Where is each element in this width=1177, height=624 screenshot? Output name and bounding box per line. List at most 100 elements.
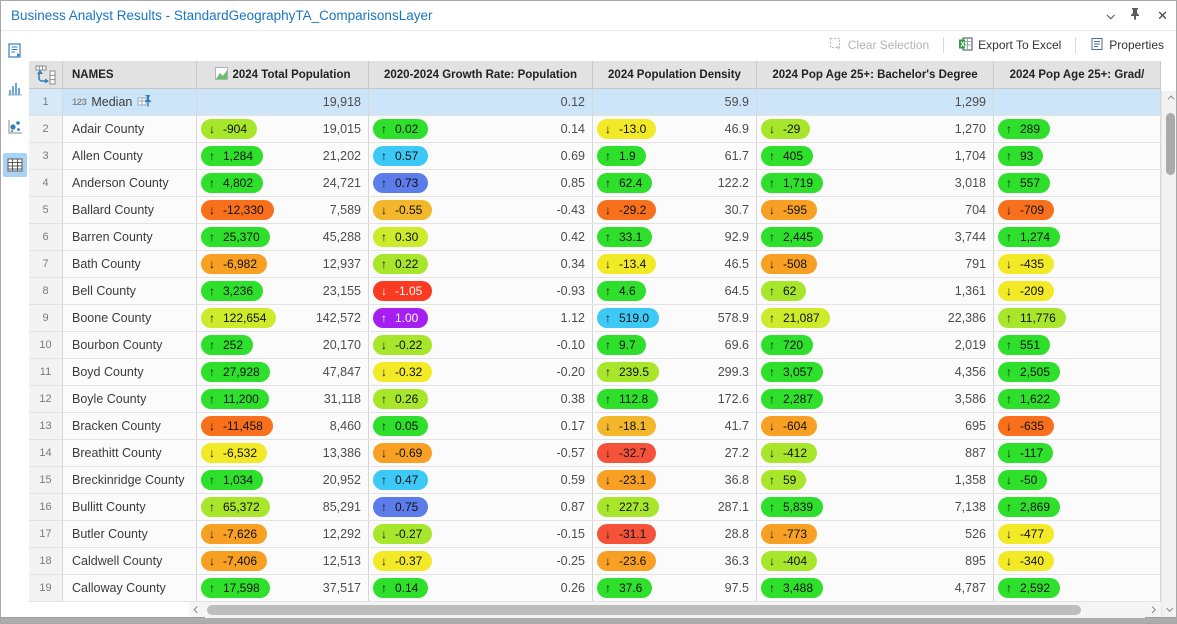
data-cell[interactable]: ↓ -904 19,015 xyxy=(197,116,369,142)
data-cell[interactable]: ↑ 3,488 4,787 xyxy=(757,575,994,601)
county-name-cell[interactable]: Ballard County xyxy=(63,197,197,223)
row-number[interactable]: 14 xyxy=(29,440,63,466)
data-cell[interactable]: ↓ -12,330 7,589 xyxy=(197,197,369,223)
data-cell[interactable]: ↑ 0.14 0.26 xyxy=(369,575,593,601)
data-cell[interactable]: ↑ 27,928 47,847 xyxy=(197,359,369,385)
table-row[interactable]: 17 Butler County ↓ -7,626 12,292 ↓ -0.27 -0.15 ↓… xyxy=(29,521,1161,548)
data-cell[interactable]: ↓ -50 xyxy=(994,467,1161,493)
county-name-cell[interactable]: Butler County xyxy=(63,521,197,547)
data-cell[interactable]: 59.9 xyxy=(593,89,757,115)
data-cell[interactable] xyxy=(994,89,1161,115)
row-number[interactable]: 2 xyxy=(29,116,63,142)
table-row[interactable]: 2 Adair County ↓ -904 19,015 ↑ 0.02 0.14 ↓ -13.0 4… xyxy=(29,116,1161,143)
data-cell[interactable]: ↑ 93 xyxy=(994,143,1161,169)
data-cell[interactable]: ↑ 720 2,019 xyxy=(757,332,994,358)
row-number[interactable]: 13 xyxy=(29,413,63,439)
county-name-cell[interactable]: Boone County xyxy=(63,305,197,331)
table-row[interactable]: 19 Calloway County ↑ 17,598 37,517 ↑ 0.14 0.26 ↑… xyxy=(29,575,1161,602)
county-name-cell[interactable]: Barren County xyxy=(63,224,197,250)
data-cell[interactable]: ↑ 2,445 3,744 xyxy=(757,224,994,250)
scatter-plot-view-icon[interactable] xyxy=(3,115,27,139)
data-cell[interactable]: ↓ -6,982 12,937 xyxy=(197,251,369,277)
data-cell[interactable]: ↑ 17,598 37,517 xyxy=(197,575,369,601)
data-cell[interactable]: ↓ -23.1 36.8 xyxy=(593,467,757,493)
data-cell[interactable]: ↓ -508 791 xyxy=(757,251,994,277)
data-cell[interactable]: ↑ 0.26 0.38 xyxy=(369,386,593,412)
county-name-cell[interactable]: Caldwell County xyxy=(63,548,197,574)
data-cell[interactable]: ↓ -595 704 xyxy=(757,197,994,223)
data-cell[interactable]: ↓ -7,626 12,292 xyxy=(197,521,369,547)
data-cell[interactable]: ↑ 289 xyxy=(994,116,1161,142)
data-cell[interactable]: ↓ -29.2 30.7 xyxy=(593,197,757,223)
row-number[interactable]: 16 xyxy=(29,494,63,520)
data-cell[interactable]: ↑ 112.8 172.6 xyxy=(593,386,757,412)
column-header-bachelors-degree[interactable]: 2024 Pop Age 25+: Bachelor's Degree xyxy=(757,61,994,88)
row-number[interactable]: 8 xyxy=(29,278,63,304)
row-number[interactable]: 17 xyxy=(29,521,63,547)
row-number[interactable]: 9 xyxy=(29,305,63,331)
data-cell[interactable]: 1,299 xyxy=(757,89,994,115)
data-cell[interactable]: 0.12 xyxy=(369,89,593,115)
row-number[interactable]: 19 xyxy=(29,575,63,601)
county-name-cell[interactable]: Breckinridge County xyxy=(63,467,197,493)
row-number[interactable]: 11 xyxy=(29,359,63,385)
data-cell[interactable]: ↑ 0.30 0.42 xyxy=(369,224,593,250)
data-cell[interactable]: ↑ 25,370 45,288 xyxy=(197,224,369,250)
scroll-down-arrow[interactable] xyxy=(1162,601,1176,617)
data-cell[interactable]: ↑ 0.05 0.17 xyxy=(369,413,593,439)
row-number[interactable]: 6 xyxy=(29,224,63,250)
data-cell[interactable]: ↓ -31.1 28.8 xyxy=(593,521,757,547)
data-cell[interactable]: ↓ -11,458 8,460 xyxy=(197,413,369,439)
data-cell[interactable]: ↑ 0.47 0.59 xyxy=(369,467,593,493)
data-cell[interactable]: ↓ -340 xyxy=(994,548,1161,574)
row-number[interactable]: 12 xyxy=(29,386,63,412)
clear-selection-button[interactable]: Clear Selection xyxy=(825,35,933,56)
table-row[interactable]: 3 Allen County ↑ 1,284 21,202 ↑ 0.57 0.69 ↑ 1.9 61… xyxy=(29,143,1161,170)
data-cell[interactable]: ↑ 227.3 287.1 xyxy=(593,494,757,520)
column-header-grad-degree[interactable]: 2024 Pop Age 25+: Grad/ xyxy=(994,61,1161,88)
data-cell[interactable]: ↑ 252 20,170 xyxy=(197,332,369,358)
data-cell[interactable]: ↑ 37.6 97.5 xyxy=(593,575,757,601)
table-row[interactable]: 13 Bracken County ↓ -11,458 8,460 ↑ 0.05 0.17 ↓ -… xyxy=(29,413,1161,440)
data-cell[interactable]: ↓ -6,532 13,386 xyxy=(197,440,369,466)
table-row[interactable]: 4 Anderson County ↑ 4,802 24,721 ↑ 0.73 0.85 ↑ 62… xyxy=(29,170,1161,197)
data-cell[interactable]: ↑ 3,236 23,155 xyxy=(197,278,369,304)
data-cell[interactable]: ↓ -117 xyxy=(994,440,1161,466)
table-row[interactable]: 7 Bath County ↓ -6,982 12,937 ↑ 0.22 0.34 ↓ -13.4… xyxy=(29,251,1161,278)
county-name-cell[interactable]: Anderson County xyxy=(63,170,197,196)
data-cell[interactable]: ↑ 4.6 64.5 xyxy=(593,278,757,304)
data-cell[interactable]: ↑ 5,839 7,138 xyxy=(757,494,994,520)
data-cell[interactable]: ↓ -32.7 27.2 xyxy=(593,440,757,466)
county-name-cell[interactable]: Allen County xyxy=(63,143,197,169)
row-number[interactable]: 3 xyxy=(29,143,63,169)
column-header-total-population[interactable]: 2024 Total Population xyxy=(197,61,369,88)
county-name-cell[interactable]: Bracken County xyxy=(63,413,197,439)
table-row[interactable]: 9 Boone County ↑ 122,654 142,572 ↑ 1.00 1.12 ↑ 51… xyxy=(29,305,1161,332)
data-cell[interactable]: ↓ -412 887 xyxy=(757,440,994,466)
data-cell[interactable]: ↑ 2,869 xyxy=(994,494,1161,520)
data-cell[interactable]: ↑ 0.02 0.14 xyxy=(369,116,593,142)
report-view-icon[interactable] xyxy=(3,39,27,63)
data-cell[interactable]: ↑ 1,284 21,202 xyxy=(197,143,369,169)
data-cell[interactable]: ↑ 239.5 299.3 xyxy=(593,359,757,385)
data-cell[interactable]: ↓ -0.22 -0.10 xyxy=(369,332,593,358)
histogram-view-icon[interactable] xyxy=(3,77,27,101)
data-cell[interactable]: ↑ 2,592 xyxy=(994,575,1161,601)
data-cell[interactable]: ↓ -0.55 -0.43 xyxy=(369,197,593,223)
vertical-scroll-track[interactable] xyxy=(1161,91,1176,617)
table-row[interactable]: 6 Barren County ↑ 25,370 45,288 ↑ 0.30 0.42 ↑ 33.… xyxy=(29,224,1161,251)
column-header-population-density[interactable]: 2024 Population Density xyxy=(593,61,757,88)
table-row[interactable]: 5 Ballard County ↓ -12,330 7,589 ↓ -0.55 -0.43 ↓… xyxy=(29,197,1161,224)
data-cell[interactable]: ↑ 1,034 20,952 xyxy=(197,467,369,493)
data-cell[interactable]: ↓ -13.0 46.9 xyxy=(593,116,757,142)
data-cell[interactable]: ↓ -1.05 -0.93 xyxy=(369,278,593,304)
pane-menu-chevron-icon[interactable] xyxy=(1106,7,1116,25)
data-cell[interactable]: ↑ 2,505 xyxy=(994,359,1161,385)
data-cell[interactable]: ↑ 65,372 85,291 xyxy=(197,494,369,520)
row-number[interactable]: 10 xyxy=(29,332,63,358)
row-number[interactable]: 18 xyxy=(29,548,63,574)
data-cell[interactable]: ↑ 0.73 0.85 xyxy=(369,170,593,196)
county-name-cell[interactable]: Bath County xyxy=(63,251,197,277)
data-cell[interactable]: ↑ 21,087 22,386 xyxy=(757,305,994,331)
row-number[interactable]: 15 xyxy=(29,467,63,493)
